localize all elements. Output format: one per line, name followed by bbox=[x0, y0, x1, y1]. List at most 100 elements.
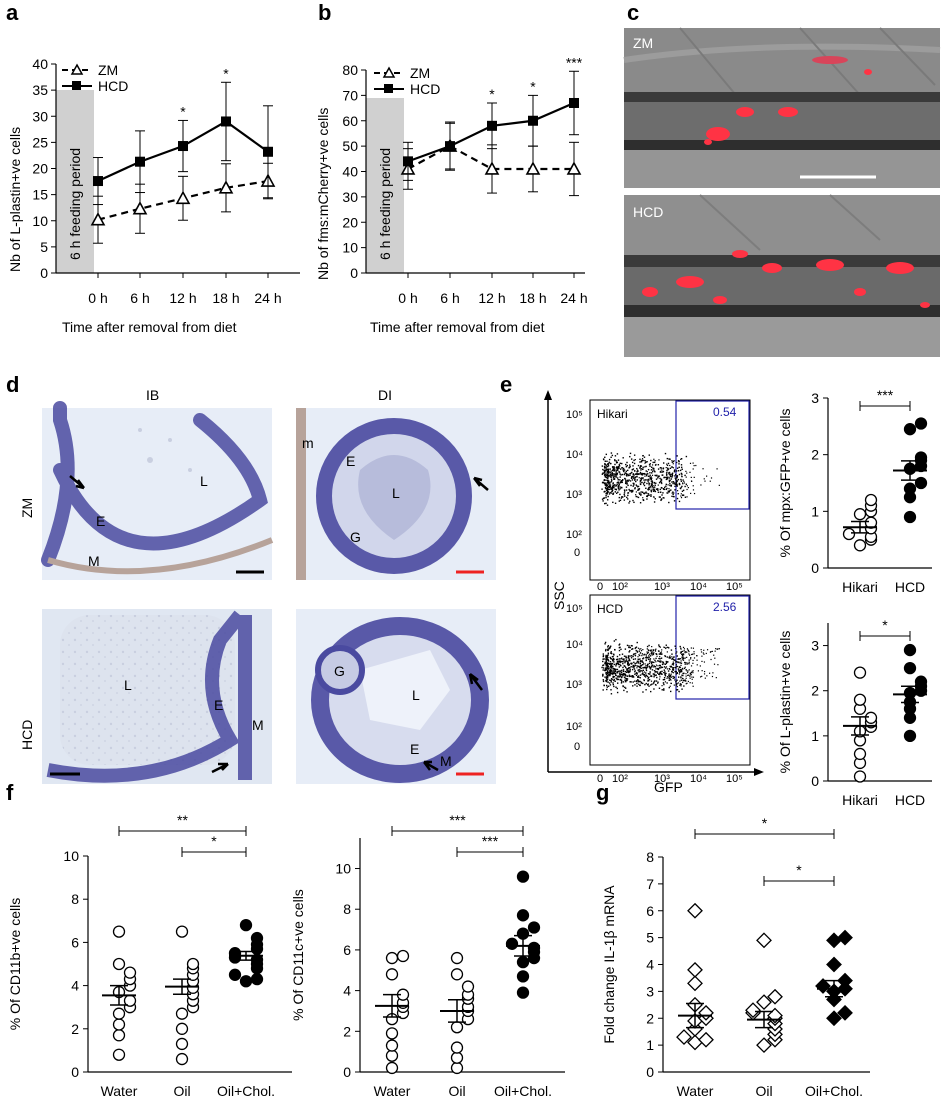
event-dot bbox=[635, 652, 637, 655]
event-dot bbox=[680, 648, 682, 650]
event-dot bbox=[614, 459, 616, 462]
event-dot bbox=[607, 652, 610, 654]
event-dot bbox=[652, 470, 654, 473]
event-dot bbox=[668, 477, 671, 479]
event-dot bbox=[654, 671, 656, 673]
event-dot bbox=[605, 667, 607, 669]
event-dot bbox=[617, 675, 619, 677]
y-tick-label: 7 bbox=[646, 876, 654, 892]
event-dot bbox=[710, 651, 712, 653]
event-dot bbox=[676, 455, 678, 457]
x-tick-label: Oil+Chol. bbox=[217, 1083, 275, 1096]
event-dot bbox=[662, 682, 665, 684]
event-dot bbox=[680, 676, 682, 679]
histology-zm-di: E L G m bbox=[296, 408, 496, 580]
event-dot bbox=[646, 651, 648, 653]
event-dot bbox=[651, 482, 653, 484]
event-dot bbox=[629, 681, 631, 683]
event-dot bbox=[632, 476, 635, 478]
event-dot bbox=[647, 468, 650, 471]
event-dot bbox=[640, 473, 643, 476]
event-dot bbox=[704, 677, 706, 679]
event-dot bbox=[624, 677, 627, 679]
event-dot bbox=[602, 679, 605, 681]
event-dot bbox=[625, 470, 628, 472]
tick-label: 10⁴ bbox=[690, 773, 707, 785]
event-dot bbox=[613, 467, 616, 469]
event-dot bbox=[612, 683, 614, 686]
event-dot bbox=[669, 489, 671, 491]
event-dot bbox=[658, 475, 660, 477]
data-point bbox=[450, 1051, 464, 1064]
event-dot bbox=[663, 689, 665, 691]
event-dot bbox=[670, 478, 673, 480]
event-dot bbox=[636, 685, 638, 687]
event-dot bbox=[701, 655, 703, 657]
event-dot bbox=[646, 495, 649, 498]
event-dot bbox=[603, 658, 605, 660]
event-dot bbox=[614, 459, 616, 461]
event-dot bbox=[626, 668, 628, 670]
tick-label: 10⁴ bbox=[566, 639, 583, 651]
data-point bbox=[687, 1021, 703, 1037]
feeding-period-label: 6 h feeding period bbox=[67, 148, 83, 260]
event-dot bbox=[651, 488, 653, 490]
event-dot bbox=[616, 473, 618, 476]
event-dot bbox=[607, 665, 609, 667]
event-dot bbox=[618, 485, 620, 487]
event-dot bbox=[659, 488, 662, 491]
event-dot bbox=[682, 674, 684, 677]
event-dot bbox=[609, 669, 611, 672]
event-dot bbox=[654, 650, 657, 652]
event-dot bbox=[614, 476, 616, 478]
event-dot bbox=[693, 465, 695, 467]
event-dot bbox=[662, 470, 664, 472]
event-dot bbox=[641, 459, 643, 462]
event-dot bbox=[634, 479, 636, 481]
event-dot bbox=[631, 668, 634, 671]
event-dot bbox=[656, 655, 658, 657]
event-dot bbox=[647, 678, 649, 680]
event-dot bbox=[657, 681, 659, 683]
event-dot bbox=[640, 461, 643, 463]
event-dot bbox=[608, 461, 610, 463]
event-dot bbox=[680, 472, 683, 475]
event-dot bbox=[604, 470, 606, 472]
event-dot bbox=[636, 486, 639, 488]
event-dot bbox=[674, 659, 676, 661]
event-dot bbox=[605, 676, 608, 678]
event-dot bbox=[680, 458, 683, 460]
event-dot bbox=[672, 675, 674, 678]
event-dot bbox=[663, 669, 665, 671]
event-dot bbox=[669, 685, 671, 687]
event-dot bbox=[681, 490, 684, 492]
event-dot bbox=[657, 468, 660, 470]
event-dot bbox=[620, 661, 622, 663]
event-dot bbox=[683, 654, 685, 656]
tissue-letter: E bbox=[410, 741, 419, 757]
event-dot bbox=[601, 488, 603, 490]
event-dot bbox=[682, 646, 685, 649]
event-dot bbox=[685, 680, 687, 682]
event-dot bbox=[642, 691, 644, 693]
event-dot bbox=[632, 664, 635, 667]
event-dot bbox=[603, 474, 606, 476]
event-dot bbox=[633, 459, 635, 462]
event-dot bbox=[628, 667, 630, 669]
event-dot bbox=[640, 670, 643, 672]
event-dot bbox=[645, 665, 647, 667]
event-dot bbox=[703, 653, 705, 655]
event-dot bbox=[610, 673, 612, 675]
event-dot bbox=[658, 644, 660, 646]
y-axis-label: Nb of fms:mCherry+ve cells bbox=[315, 108, 331, 280]
event-dot bbox=[649, 486, 651, 489]
event-dot bbox=[681, 482, 684, 484]
tick-label: 10⁵ bbox=[726, 581, 743, 593]
data-point-hcd bbox=[569, 97, 579, 108]
event-dot bbox=[638, 477, 640, 479]
event-dot bbox=[624, 675, 627, 677]
event-dot bbox=[690, 476, 692, 479]
event-dot bbox=[617, 662, 619, 665]
